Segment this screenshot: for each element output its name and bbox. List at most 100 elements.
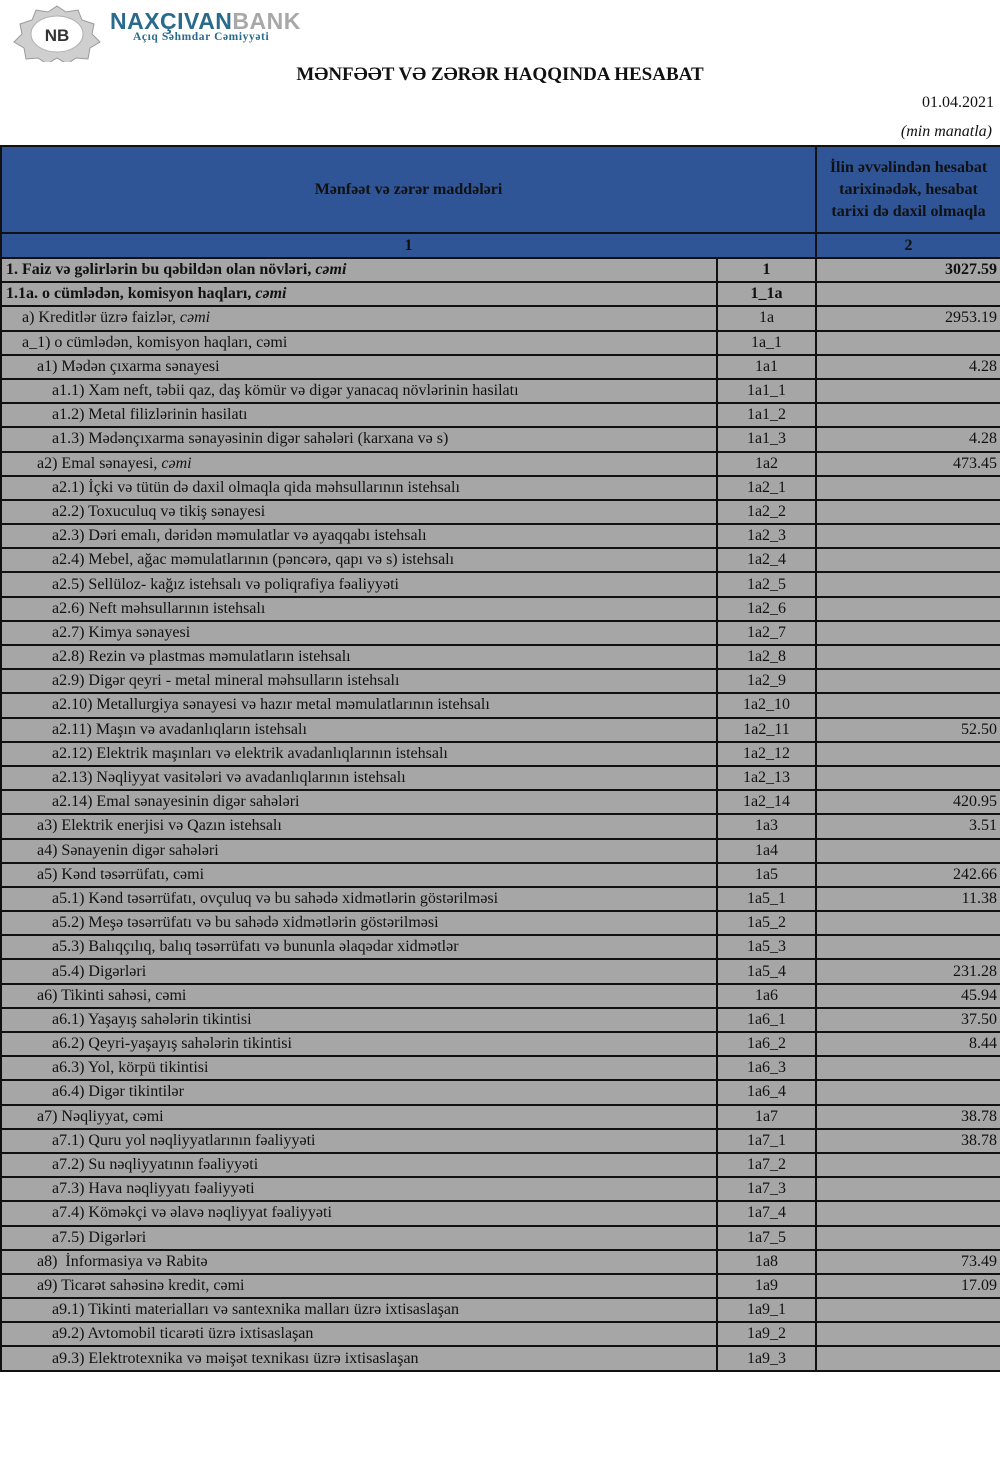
row-value: 2953.19 [815,305,1000,332]
row-label: a7.2) Su nəqliyyatının fəaliyyəti [0,1151,718,1179]
row-code: 1a2_11 [715,716,818,743]
row-label: a7.5) Digərləri [0,1224,718,1251]
row-label-text: a6) Tikinti sahəsi, cəmi [37,986,187,1004]
table-row: a2.7) Kimya sənayesi 1a2_7 [0,619,1000,647]
row-value [815,764,1000,792]
header-number-1: 1 [0,232,818,259]
row-code: 1a2_3 [715,523,818,550]
row-label: a2.13) Nəqliyyat vasitələri və avadanlıq… [0,764,718,792]
row-label: a2) Emal sənayesi, cəmi [0,450,718,477]
row-code: 1a7_1 [715,1127,818,1154]
row-label-text: a5.4) Digərləri [52,962,147,980]
row-code: 1a9_2 [715,1321,818,1348]
row-code: 1a [715,305,818,332]
row-label-text: a2.3) Dəri emalı, dəridən məmulatlar və … [52,527,427,545]
table-row: a7.5) Digərləri 1a7_5 [0,1224,1000,1251]
table-row: a2) Emal sənayesi, cəmi 1a2 473.45 [0,450,1000,477]
table-row: a8) İnformasiya və Rabitə 1a8 73.49 [0,1248,1000,1275]
table-row: a3) Elektrik enerjisi və Qazın istehsalı… [0,813,1000,840]
table-row: a9.1) Tikinti materialları və santexnika… [0,1297,1000,1324]
row-value [815,1055,1000,1082]
row-code: 1a6 [715,982,818,1009]
row-label-text: a5.3) Balıqçılıq, balıq təsərrüfatı və b… [52,938,459,956]
row-value: 52.50 [815,716,1000,743]
row-value [815,498,1000,526]
bank-name-part1: NAXÇIVAN [110,8,233,34]
row-label: a9.1) Tikinti materialları və santexnika… [0,1297,718,1324]
row-label-text: a7.5) Digərləri [52,1228,147,1246]
table-row: a7.2) Su nəqliyyatının fəaliyyəti 1a7_2 [0,1151,1000,1179]
row-label: a2.2) Toxuculuq və tikiş sənayesi [0,498,718,526]
header-number-2: 2 [815,232,1000,259]
row-value: 473.45 [815,450,1000,477]
row-code: 1a2_10 [715,692,818,719]
table-row: a5.3) Balıqçılıq, balıq təsərrüfatı və b… [0,934,1000,961]
table-row: 1. Faiz və gəlirlərin bu qəbildən olan n… [0,256,1000,284]
row-code: 1a2_12 [715,740,818,767]
row-label-text: a) Kreditlər üzrə faizlər, [22,309,180,327]
header-period: İlin əvvəlindən hesabat tarixinədək, hes… [815,145,1000,234]
row-value: 45.94 [815,982,1000,1009]
row-label: a2.14) Emal sənayesinin digər sahələri [0,789,718,816]
row-code: 1a5_1 [715,885,818,913]
row-code: 1a9_3 [715,1345,818,1372]
row-label: a2.7) Kimya sənayesi [0,619,718,647]
table-row: a2.2) Toxuculuq və tikiş sənayesi 1a2_2 [0,498,1000,526]
row-label: a5.1) Kənd təsərrüfatı, ovçuluq və bu sa… [0,885,718,913]
row-label-text: a1.3) Mədənçıxarma sənayəsinin digər sah… [52,430,449,448]
row-value: 8.44 [815,1030,1000,1058]
row-value [815,692,1000,719]
row-value: 4.28 [815,353,1000,380]
table-row: a9) Ticarət sahəsinə kredit, cəmi 1a9 17.0… [0,1272,1000,1300]
bank-name: NAXÇIVANBANK [110,8,301,35]
row-label: a6.1) Yaşayış sahələrin tikintisi [0,1006,718,1034]
row-label-text: a8) İnformasiya və Rabitə [37,1252,208,1270]
row-value: 3027.59 [815,256,1000,284]
row-value [815,1345,1000,1372]
row-label-text: a1.2) Metal filizlərinin hasilatı [52,406,248,424]
table-row: a6.4) Digər tikintilər 1a6_4 [0,1079,1000,1106]
row-code: 1a2 [715,450,818,477]
row-label-text: a2.9) Digər qeyri - metal mineral məhsul… [52,672,400,690]
row-label: a6.4) Digər tikintilər [0,1079,718,1106]
row-label: a9) Ticarət sahəsinə kredit, cəmi [0,1272,718,1300]
row-value [815,643,1000,671]
row-label: 1. Faiz və gəlirlərin bu qəbildən olan n… [0,256,718,284]
row-value: 11.38 [815,885,1000,913]
row-label-text: a2.10) Metallurgiya sənayesi və hazır me… [52,696,490,714]
row-label: a5) Kənd təsərrüfatı, cəmi [0,861,718,888]
bank-name-part2: BANK [232,8,301,34]
row-label-text: a2.8) Rezin və plastmas məmulatların ist… [52,648,351,666]
row-label-emphasis: cəmi [315,261,347,279]
row-label-text: a5.1) Kənd təsərrüfatı, ovçuluq və bu sa… [52,889,499,907]
row-label-text: a9) Ticarət sahəsinə kredit, cəmi [37,1276,245,1294]
row-code: 1a3 [715,813,818,840]
row-label: a7.3) Hava nəqliyyatı fəaliyyəti [0,1176,718,1203]
row-value [815,910,1000,937]
table-row: a7) Nəqliyyat, cəmi 1a7 38.78 [0,1103,1000,1130]
row-code: 1_1a [715,281,818,308]
row-label-text: a7.1) Quru yol nəqliyyatlarının fəaliyyə… [52,1131,316,1149]
row-code: 1a2_4 [715,547,818,574]
row-label: a1.3) Mədənçıxarma sənayəsinin digər sah… [0,426,718,453]
row-label-text: a2.6) Neft məhsullarının istehsalı [52,599,266,617]
table-row: a2.8) Rezin və plastmas məmulatların ist… [0,643,1000,671]
row-label: a9.2) Avtomobil ticarəti üzrə ixtisaslaş… [0,1321,718,1348]
row-label-text: a3) Elektrik enerjisi və Qazın istehsalı [37,817,282,835]
logo-emblem-icon: NB [13,5,101,65]
table-row: a2.13) Nəqliyyat vasitələri və avadanlıq… [0,764,1000,792]
row-label: a6.3) Yol, körpü tikintisi [0,1055,718,1082]
row-label-text: a9.3) Elektrotexnika və məişət texnikası… [52,1349,419,1367]
row-code: 1a2_1 [715,474,818,501]
row-code: 1a6_3 [715,1055,818,1082]
row-value: 3.51 [815,813,1000,840]
row-code: 1a1_1 [715,377,818,405]
row-value [815,547,1000,574]
row-value: 420.95 [815,789,1000,816]
row-code: 1a9 [715,1272,818,1300]
row-label: a2.11) Maşın və avadanlıqların istehsalı [0,716,718,743]
row-label-text: a2.14) Emal sənayesinin digər sahələri [52,793,300,811]
row-code: 1a1_2 [715,402,818,429]
row-value [815,668,1000,695]
table-row: a7.1) Quru yol nəqliyyatlarının fəaliyyə… [0,1127,1000,1154]
